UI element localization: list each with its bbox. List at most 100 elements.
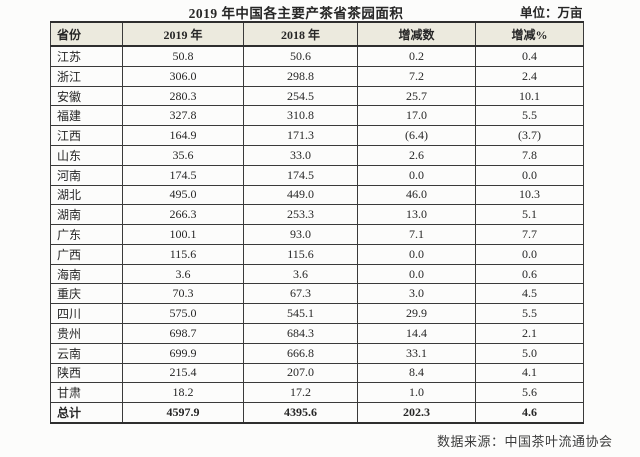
cell-change-pct: 0.6 [475, 263, 584, 285]
cell-change: (6.4) [357, 125, 476, 146]
cell-change-pct: 4.6 [475, 402, 584, 424]
table-header-row: 省份 2019 年 2018 年 增减数 增减% [50, 21, 584, 47]
cell-2019: 306.0 [122, 65, 244, 87]
table-row: 广东 100.1 93.0 7.1 7.7 [50, 224, 584, 245]
cell-province: 湖北 [50, 184, 123, 206]
cell-2018: 115.6 [243, 243, 358, 265]
cell-2019: 215.4 [122, 362, 244, 384]
cell-change-pct: 5.0 [475, 342, 584, 364]
cell-province: 广东 [50, 224, 123, 245]
cell-change: 17.0 [357, 105, 476, 127]
table-row: 海南 3.6 3.6 0.0 0.6 [50, 263, 584, 285]
cell-province: 云南 [50, 342, 123, 364]
cell-2019: 115.6 [122, 243, 244, 265]
cell-province: 安徽 [50, 85, 123, 107]
cell-2019: 164.9 [122, 125, 244, 146]
cell-2018: 666.8 [243, 342, 358, 364]
cell-province: 江苏 [50, 45, 123, 67]
table-row: 山东 35.6 33.0 2.6 7.8 [50, 144, 584, 166]
cell-change: 0.0 [357, 263, 476, 285]
cell-2019: 50.8 [122, 45, 244, 67]
cell-change-pct: (3.7) [475, 125, 584, 146]
table-row: 江西 164.9 171.3 (6.4) (3.7) [50, 125, 584, 146]
column-header-change-pct: 增减% [475, 21, 584, 47]
table-row: 贵州 698.7 684.3 14.4 2.1 [50, 322, 584, 344]
cell-2018: 310.8 [243, 105, 358, 127]
cell-change: 25.7 [357, 85, 476, 107]
cell-change: 14.4 [357, 322, 476, 344]
table-row: 浙江 306.0 298.8 7.2 2.4 [50, 65, 584, 87]
cell-2019: 3.6 [122, 263, 244, 285]
cell-province: 海南 [50, 263, 123, 285]
cell-province: 贵州 [50, 322, 123, 344]
cell-2018: 50.6 [243, 45, 358, 67]
cell-2019: 280.3 [122, 85, 244, 107]
cell-2018: 254.5 [243, 85, 358, 107]
cell-2018: 4395.6 [243, 402, 358, 424]
cell-2019: 70.3 [122, 283, 244, 305]
cell-change-pct: 10.3 [475, 184, 584, 206]
cell-change: 3.0 [357, 283, 476, 305]
cell-2019: 18.2 [122, 382, 244, 404]
cell-change-pct: 0.0 [475, 243, 584, 265]
cell-change: 7.1 [357, 224, 476, 245]
cell-change: 202.3 [357, 402, 476, 424]
cell-2018: 449.0 [243, 184, 358, 206]
table-row: 湖北 495.0 449.0 46.0 10.3 [50, 184, 584, 206]
cell-2019: 4597.9 [122, 402, 244, 424]
table-row: 重庆 70.3 67.3 3.0 4.5 [50, 283, 584, 305]
cell-change: 1.0 [357, 382, 476, 404]
cell-2019: 699.9 [122, 342, 244, 364]
table-total-row: 总计 4597.9 4395.6 202.3 4.6 [50, 402, 584, 424]
cell-change: 13.0 [357, 204, 476, 226]
cell-2019: 174.5 [122, 164, 244, 186]
cell-2019: 266.3 [122, 204, 244, 226]
cell-change: 0.2 [357, 45, 476, 67]
column-header-2019: 2019 年 [122, 21, 244, 47]
cell-change-pct: 5.5 [475, 303, 584, 324]
cell-province: 陕西 [50, 362, 123, 384]
cell-change-pct: 2.4 [475, 65, 584, 87]
cell-change-pct: 7.8 [475, 144, 584, 166]
cell-change-pct: 5.1 [475, 204, 584, 226]
cell-change-pct: 4.1 [475, 362, 584, 384]
cell-change-pct: 5.5 [475, 105, 584, 127]
cell-2019: 575.0 [122, 303, 244, 324]
cell-province: 浙江 [50, 65, 123, 87]
table-row: 甘肃 18.2 17.2 1.0 5.6 [50, 382, 584, 404]
cell-2019: 327.8 [122, 105, 244, 127]
column-header-change: 增减数 [357, 21, 476, 47]
cell-2018: 3.6 [243, 263, 358, 285]
cell-province: 总计 [50, 402, 123, 424]
table-row: 云南 699.9 666.8 33.1 5.0 [50, 342, 584, 364]
table-row: 四川 575.0 545.1 29.9 5.5 [50, 303, 584, 324]
cell-2019: 698.7 [122, 322, 244, 344]
tea-garden-area-table: 省份 2019 年 2018 年 增减数 增减% 江苏 50.8 50.6 0.2 0.… [50, 21, 584, 424]
cell-change-pct: 0.4 [475, 45, 584, 67]
table-row: 陕西 215.4 207.0 8.4 4.1 [50, 362, 584, 384]
cell-change-pct: 7.7 [475, 224, 584, 245]
table-row: 江苏 50.8 50.6 0.2 0.4 [50, 45, 584, 67]
cell-change-pct: 0.0 [475, 164, 584, 186]
cell-2019: 100.1 [122, 224, 244, 245]
cell-2018: 171.3 [243, 125, 358, 146]
unit-label: 单位：万亩 [520, 6, 583, 20]
cell-2018: 93.0 [243, 224, 358, 245]
cell-2018: 684.3 [243, 322, 358, 344]
cell-province: 四川 [50, 303, 123, 324]
cell-2018: 67.3 [243, 283, 358, 305]
data-source-label: 数据来源：中国茶叶流通协会 [437, 434, 613, 449]
table-row: 河南 174.5 174.5 0.0 0.0 [50, 164, 584, 186]
cell-change: 8.4 [357, 362, 476, 384]
cell-change: 0.0 [357, 164, 476, 186]
cell-2018: 298.8 [243, 65, 358, 87]
cell-change: 29.9 [357, 303, 476, 324]
cell-province: 江西 [50, 125, 123, 146]
cell-2018: 207.0 [243, 362, 358, 384]
cell-change: 7.2 [357, 65, 476, 87]
cell-change-pct: 2.1 [475, 322, 584, 344]
cell-province: 福建 [50, 105, 123, 127]
cell-change: 2.6 [357, 144, 476, 166]
column-header-2018: 2018 年 [243, 21, 358, 47]
table-row: 福建 327.8 310.8 17.0 5.5 [50, 105, 584, 127]
